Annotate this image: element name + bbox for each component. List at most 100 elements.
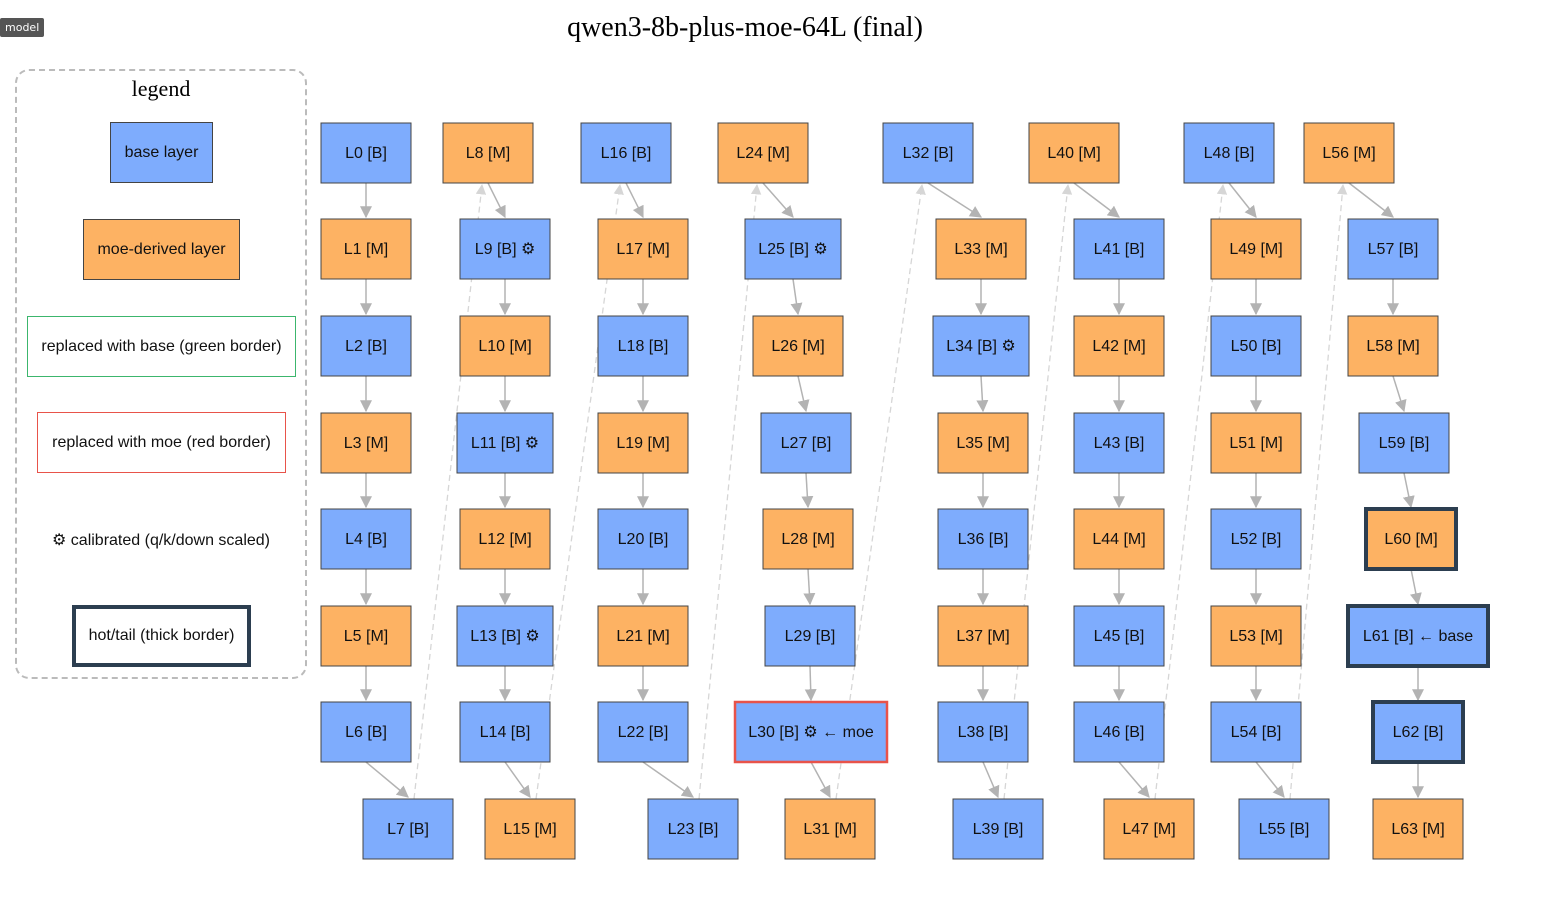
layer-box	[597, 315, 689, 377]
layer-box	[647, 798, 739, 860]
layer-box	[597, 218, 689, 280]
layer-node-L55: L55 [B]	[1238, 798, 1330, 860]
layer-node-L8: L8 [M]	[442, 122, 534, 184]
layer-label: L20 [B]	[618, 531, 669, 548]
layer-label: L10 [M]	[478, 338, 531, 355]
layer-label: L23 [B]	[668, 821, 719, 838]
layer-node-L12: L12 [M]	[459, 508, 551, 570]
layer-box	[1210, 605, 1302, 667]
layer-box	[764, 605, 856, 667]
layer-node-L14: L14 [B]	[459, 701, 551, 763]
edge-L28-L29	[803, 568, 816, 606]
legend-title: legend	[131, 76, 191, 101]
layer-label: L55 [B]	[1259, 821, 1310, 838]
layer-label: L34 [B] ⚙	[946, 338, 1016, 355]
legend-item-calibrated: ⚙ calibrated (q/k/down scaled)	[52, 531, 270, 549]
layer-box	[1238, 798, 1330, 860]
layer-label: L22 [B]	[618, 724, 669, 741]
layer-box	[362, 798, 454, 860]
layer-box	[760, 412, 852, 474]
layer-label: L50 [B]	[1231, 338, 1282, 355]
layer-label: L5 [M]	[344, 628, 388, 645]
layer-box	[597, 412, 689, 474]
layer-box	[1183, 122, 1275, 184]
edge-L25-L26	[790, 278, 803, 316]
layer-box	[1028, 122, 1120, 184]
layer-box	[1210, 412, 1302, 474]
layer-box	[882, 122, 974, 184]
layer-node-L7: L7 [B]	[362, 798, 454, 860]
layer-node-L13: L13 [B] ⚙	[456, 605, 554, 667]
layer-node-L3: L3 [M]	[320, 412, 412, 474]
edge-L58-L59	[1392, 375, 1407, 413]
layer-node-L2: L2 [B]	[320, 315, 412, 377]
layer-label: L41 [B]	[1094, 241, 1145, 258]
layer-box	[459, 315, 551, 377]
edge-L29-L30	[804, 665, 817, 702]
layer-box	[1073, 701, 1165, 763]
layer-node-L62: L62 [B]	[1371, 700, 1465, 764]
layer-node-L27: L27 [B]	[760, 412, 852, 474]
edge-L60-L61	[1409, 568, 1422, 606]
layer-box	[459, 508, 551, 570]
layer-node-L18: L18 [B]	[597, 315, 689, 377]
jump-edge-L23-L24	[698, 183, 762, 800]
layer-box	[1210, 315, 1302, 377]
layer-node-L39: L39 [B]	[952, 798, 1044, 860]
layer-node-L5: L5 [M]	[320, 605, 412, 667]
layer-node-L31: L31 [M]	[784, 798, 876, 860]
layer-label: L35 [M]	[956, 435, 1009, 452]
layer-box	[717, 122, 809, 184]
layer-box	[1371, 700, 1465, 764]
layer-label: L46 [B]	[1094, 724, 1145, 741]
layer-box	[937, 605, 1029, 667]
layer-node-L30: L30 [B] ⚙ ← moe	[733, 700, 889, 764]
layer-box	[320, 122, 412, 184]
layer-node-L48: L48 [B]	[1183, 122, 1275, 184]
layer-node-L4: L4 [B]	[320, 508, 412, 570]
layer-node-L61: L61 [B] ← base	[1346, 604, 1490, 668]
layer-box	[597, 508, 689, 570]
layer-box	[597, 605, 689, 667]
layer-label: L8 [M]	[466, 145, 510, 162]
layer-node-L40: L40 [M]	[1028, 122, 1120, 184]
layer-label: L7 [B]	[387, 821, 429, 838]
layer-box	[1073, 218, 1165, 280]
layer-box	[1347, 315, 1439, 377]
edge-L54-L55	[1255, 761, 1285, 798]
layer-box	[459, 218, 551, 280]
layer-node-L52: L52 [B]	[1210, 508, 1302, 570]
layer-label: L51 [M]	[1229, 435, 1282, 452]
layer-box	[937, 701, 1029, 763]
layer-label: L61 [B] ← base	[1363, 628, 1473, 645]
layer-label: L57 [B]	[1368, 241, 1419, 258]
edge-L30-L31	[810, 761, 831, 799]
layer-node-L42: L42 [M]	[1073, 315, 1165, 377]
layer-box	[937, 508, 1029, 570]
layer-box	[1372, 798, 1464, 860]
layer-label: L63 [M]	[1391, 821, 1444, 838]
layer-node-L35: L35 [M]	[937, 412, 1029, 474]
layer-box	[1358, 412, 1450, 474]
layer-label: L60 [M]	[1384, 531, 1437, 548]
layer-label: L27 [B]	[781, 435, 832, 452]
layer-label: L14 [B]	[480, 724, 531, 741]
layer-node-L29: L29 [B]	[764, 605, 856, 667]
layer-box	[1073, 412, 1165, 474]
layer-node-L36: L36 [B]	[937, 508, 1029, 570]
legend-item-moe: moe-derived layer	[83, 219, 240, 280]
layer-node-L58: L58 [M]	[1347, 315, 1439, 377]
layer-box	[320, 605, 412, 667]
layer-label: L6 [B]	[345, 724, 387, 741]
layer-box	[752, 315, 844, 377]
layer-label: L39 [B]	[973, 821, 1024, 838]
layer-node-L26: L26 [M]	[752, 315, 844, 377]
layer-box	[320, 218, 412, 280]
layer-node-L15: L15 [M]	[484, 798, 576, 860]
layer-node-L32: L32 [B]	[882, 122, 974, 184]
layer-box	[784, 798, 876, 860]
layer-box	[580, 122, 672, 184]
layer-label: L53 [M]	[1229, 628, 1282, 645]
layer-label: L29 [B]	[785, 628, 836, 645]
layer-box	[1073, 508, 1165, 570]
